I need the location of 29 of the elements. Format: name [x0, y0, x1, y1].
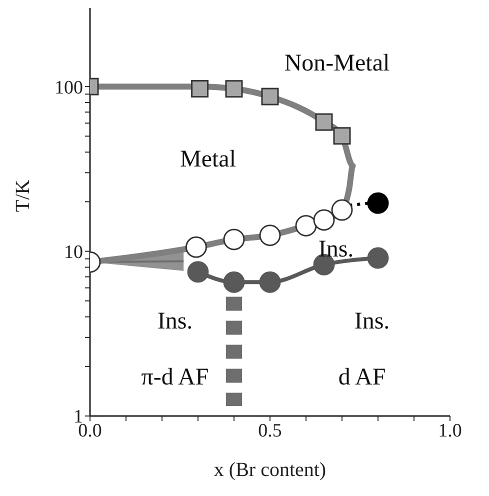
point — [333, 127, 351, 145]
point — [315, 113, 333, 131]
point — [191, 80, 209, 98]
point — [187, 261, 209, 283]
point — [367, 247, 389, 269]
point — [223, 271, 245, 293]
point — [185, 236, 207, 258]
point — [259, 271, 281, 293]
annotation: Ins. — [318, 236, 354, 264]
x-tick-label: 0.5 — [258, 420, 282, 442]
annotation: Metal — [180, 146, 236, 174]
y-tick-label: 10 — [64, 242, 83, 264]
annotation: d AF — [338, 364, 386, 392]
annotation: π-d AF — [141, 364, 209, 392]
point — [261, 88, 279, 106]
point — [225, 80, 243, 98]
point — [313, 209, 335, 231]
annotation: Non-Metal — [284, 50, 390, 78]
y-tick-label: 100 — [54, 77, 83, 98]
annotation: Ins. — [354, 308, 390, 336]
x-axis-title: x (Br content) — [214, 459, 326, 481]
point — [259, 224, 281, 246]
point — [331, 199, 353, 221]
point — [295, 214, 317, 236]
point — [367, 192, 389, 214]
point — [223, 228, 245, 250]
x-tick-label: 1.0 — [438, 420, 462, 442]
annotation: Ins. — [157, 308, 193, 336]
y-axis-title: T/K — [12, 179, 34, 212]
